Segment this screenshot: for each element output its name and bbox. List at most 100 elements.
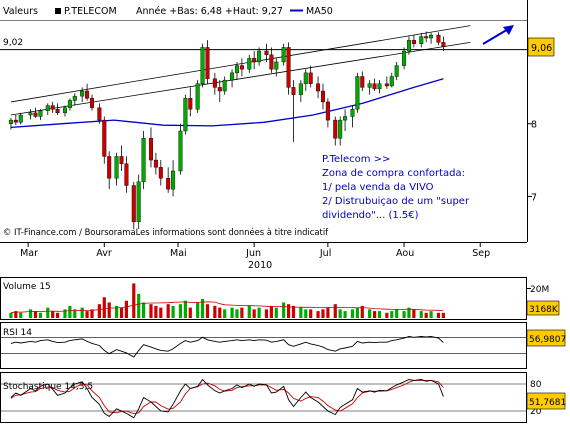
candle-body — [153, 159, 158, 168]
rsi-line — [10, 336, 444, 358]
volume-bar — [19, 312, 23, 318]
volume-bar — [360, 305, 364, 318]
volume-bar — [166, 304, 170, 318]
volume-bar — [368, 309, 372, 318]
candle-body — [205, 47, 210, 79]
stoch-k-line — [10, 378, 444, 419]
volume-bar — [309, 309, 313, 318]
volume-bar — [200, 299, 205, 318]
candle-body — [107, 156, 112, 179]
valeurs-label: Valeurs — [3, 6, 38, 17]
volume-bar — [257, 307, 261, 318]
resistance-level-label: 9,02 — [3, 38, 23, 48]
candle-body — [320, 90, 325, 103]
candle-body — [183, 98, 188, 132]
volume-bar — [333, 304, 337, 318]
volume-bar — [68, 305, 72, 318]
annotation-line-5: dividendo"... (1.5€) — [322, 210, 419, 221]
price-y-ticks: 987 — [527, 47, 537, 203]
candle-body — [274, 61, 279, 70]
candle-body — [389, 76, 394, 87]
candle-body — [350, 108, 355, 117]
candle-body — [239, 65, 244, 70]
year-label: 2010 — [248, 260, 272, 271]
candle-body — [114, 156, 119, 179]
stoch-tick-80: 80 — [530, 380, 542, 390]
last-price-box — [527, 37, 555, 57]
volume-bar — [38, 312, 42, 318]
candle-body — [195, 83, 200, 110]
annotation-line-2: Zona de compra confortada: — [322, 168, 465, 179]
month-tick-label: Sep — [472, 248, 490, 259]
candle-body — [298, 83, 303, 95]
volume-bar — [326, 307, 330, 318]
candle-body — [80, 90, 85, 97]
candle-body — [89, 98, 94, 108]
volume-bar — [264, 309, 269, 318]
volume-bar — [46, 307, 50, 318]
volume-bar — [412, 309, 416, 318]
candle-body — [394, 65, 399, 77]
volume-bar — [102, 297, 106, 318]
candle-body — [367, 83, 372, 88]
volume-bar — [338, 309, 342, 318]
volume-bar — [377, 311, 382, 318]
volume-tick-label: 20M — [530, 285, 549, 295]
candle-body — [136, 181, 141, 223]
volume-bar — [114, 305, 119, 318]
ma50-line — [10, 78, 444, 129]
volume-average-line — [10, 301, 444, 314]
candle-body — [269, 54, 274, 70]
arrow-shaft — [482, 27, 511, 45]
candle-body — [124, 163, 129, 186]
volume-bar — [407, 307, 411, 318]
candle-body — [217, 87, 222, 92]
candle-body — [102, 119, 107, 157]
month-tick-label: Aou — [396, 248, 414, 259]
candle-body — [178, 130, 183, 172]
volume-bar — [14, 311, 18, 318]
candle-body — [281, 47, 286, 63]
volume-bar — [9, 312, 13, 318]
channel-line — [10, 25, 471, 103]
month-tick-label: Jun — [245, 248, 261, 259]
volume-bar — [171, 305, 175, 318]
annotation-block: P.Telecom >> Zona de compra confortada: … — [322, 154, 470, 221]
volume-bar — [235, 309, 239, 318]
volume-last-box — [526, 300, 560, 316]
volume-bar — [395, 309, 399, 318]
candle-body — [67, 100, 72, 108]
volume-bar — [142, 302, 146, 318]
volume-bar — [188, 307, 192, 318]
candle-body — [360, 76, 365, 88]
candle-body — [38, 110, 43, 117]
candle-body — [234, 65, 239, 74]
volume-bar — [350, 309, 355, 318]
volume-bar — [85, 311, 89, 318]
trend-channel — [10, 25, 471, 116]
candle-body — [171, 170, 176, 190]
candle-body — [158, 167, 163, 179]
candle-body — [85, 90, 90, 99]
candle-body — [325, 101, 330, 121]
copyright-notice: © IT-Finance.com / BoursoramaLes informa… — [3, 227, 329, 237]
stoch-last-box — [526, 392, 566, 410]
candle-body — [303, 72, 308, 84]
candle-body — [62, 107, 67, 114]
volume-bar — [73, 309, 77, 318]
volume-bar — [154, 305, 158, 318]
candle-body — [316, 83, 321, 92]
volume-bar — [429, 311, 433, 318]
volume-bar — [213, 305, 217, 318]
rsi-label: RSI 14 — [3, 328, 32, 338]
candle-body — [33, 112, 38, 117]
year-range-label: Année +Bas: 6,48 +Haut: 9,27 — [136, 6, 283, 17]
candle-body — [406, 39, 411, 52]
candle-body — [252, 58, 257, 63]
volume-bar — [441, 312, 445, 318]
volume-bar — [196, 302, 200, 318]
month-tick-label: Mai — [170, 248, 187, 259]
volume-bar — [269, 305, 273, 318]
volume-bar — [28, 309, 33, 318]
